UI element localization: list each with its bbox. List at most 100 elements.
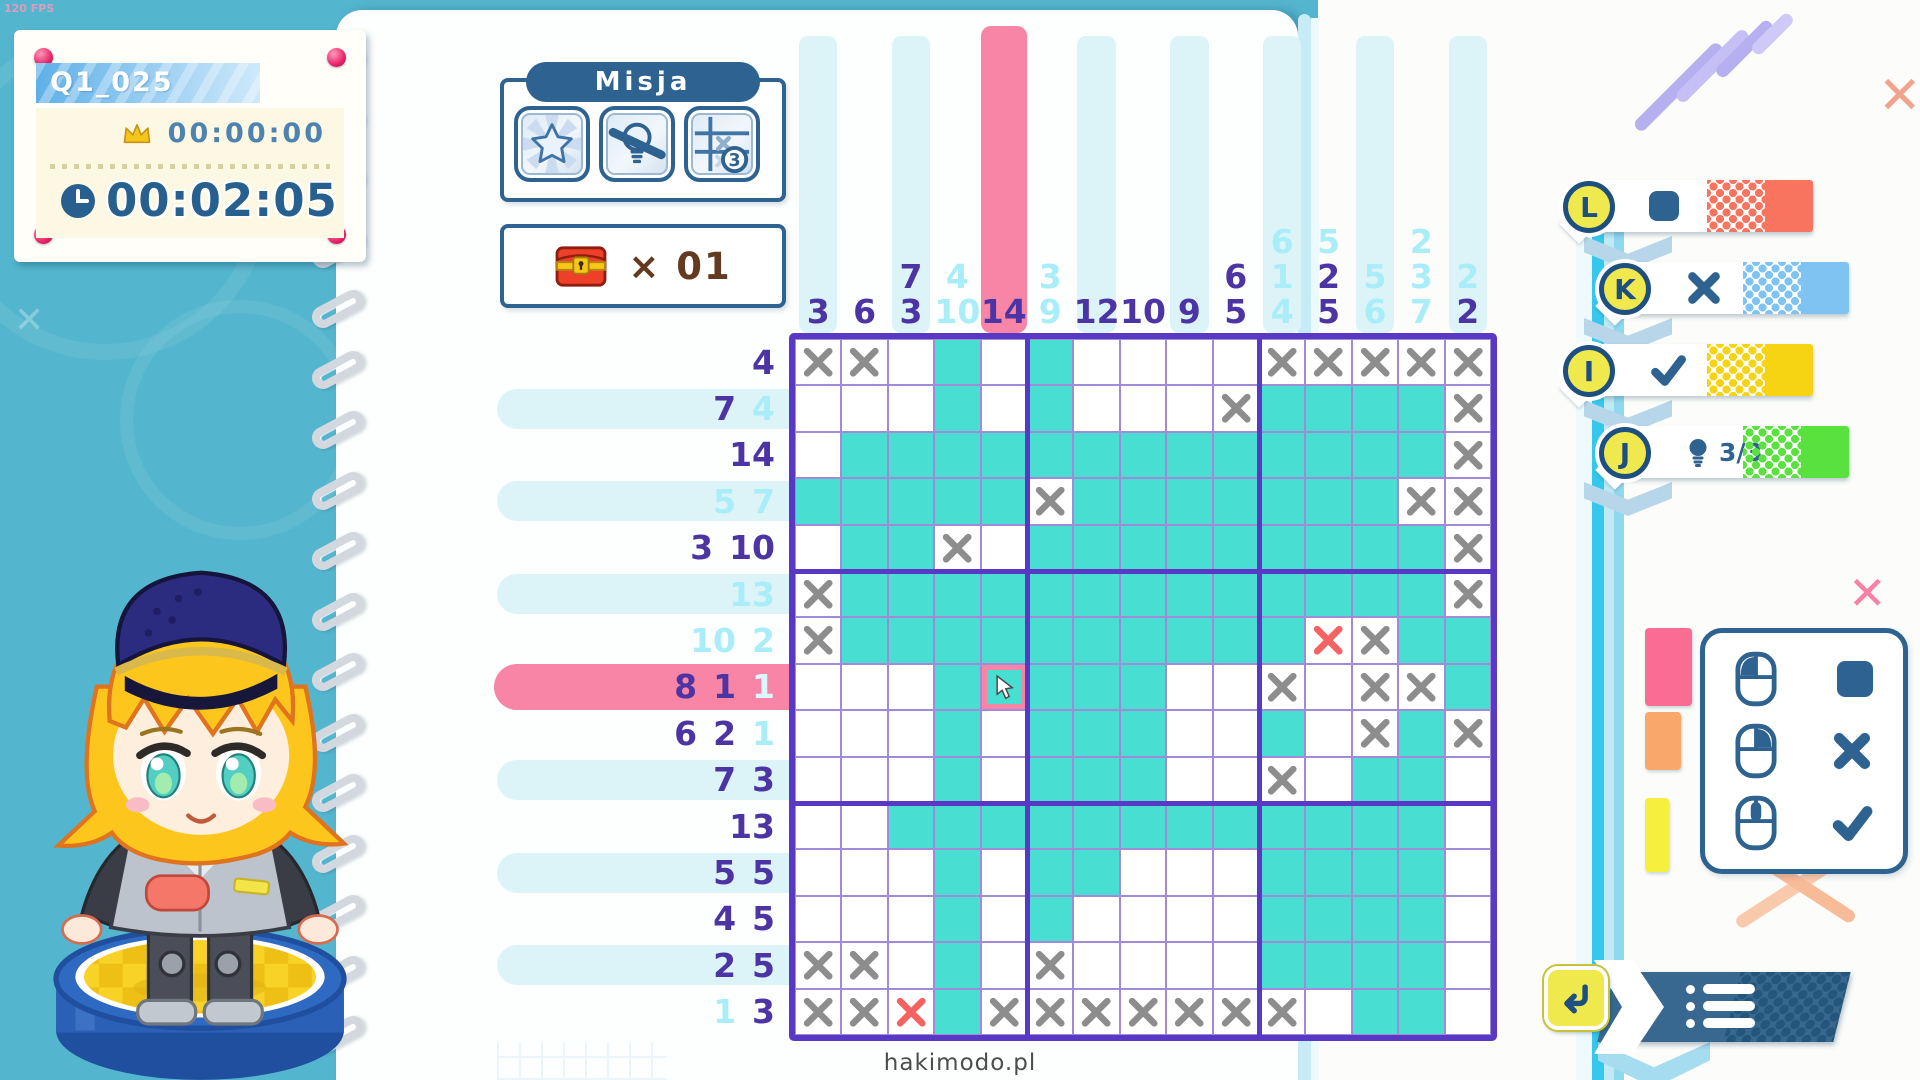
cell-r14-c7[interactable] — [1073, 942, 1120, 989]
cell-r2-c1[interactable] — [795, 385, 842, 432]
cell-r3-c6[interactable] — [1027, 431, 1074, 479]
cell-r6-c2[interactable] — [841, 571, 888, 618]
cell-r12-c5[interactable] — [980, 849, 1027, 896]
cell-r3-c15[interactable] — [1444, 431, 1491, 479]
cell-r1-c3[interactable] — [887, 339, 935, 386]
cell-r3-c3[interactable] — [887, 431, 935, 479]
cell-r1-c5[interactable] — [980, 339, 1027, 386]
return-key-icon[interactable] — [1544, 966, 1608, 1030]
cell-r9-c3[interactable] — [887, 710, 935, 757]
cell-r6-c9[interactable] — [1166, 571, 1213, 618]
cell-r9-c6[interactable] — [1027, 710, 1074, 757]
cell-r9-c15[interactable] — [1444, 710, 1491, 757]
cell-r8-c15[interactable] — [1444, 663, 1491, 711]
cell-r9-c9[interactable] — [1166, 710, 1213, 757]
cell-r15-c15[interactable] — [1444, 988, 1491, 1035]
cell-r3-c4[interactable] — [934, 431, 981, 479]
cell-r12-c12[interactable] — [1305, 849, 1352, 896]
cell-r1-c15[interactable] — [1444, 339, 1491, 386]
cell-r11-c8[interactable] — [1119, 803, 1167, 850]
cell-r4-c7[interactable] — [1073, 478, 1120, 525]
cell-r2-c11[interactable] — [1259, 385, 1306, 432]
cell-r3-c10[interactable] — [1212, 431, 1259, 479]
cell-r13-c8[interactable] — [1119, 895, 1167, 943]
sticky-tab-pink[interactable] — [1645, 628, 1692, 706]
cell-r8-c6[interactable] — [1027, 663, 1074, 711]
cell-r10-c12[interactable] — [1305, 756, 1352, 803]
cell-r2-c10[interactable] — [1212, 385, 1259, 432]
cell-r15-c1[interactable] — [795, 988, 842, 1035]
cell-r11-c3[interactable] — [887, 803, 935, 850]
cell-r11-c6[interactable] — [1027, 803, 1074, 850]
cell-r4-c9[interactable] — [1166, 478, 1213, 525]
cell-r6-c4[interactable] — [934, 571, 981, 618]
cell-r10-c3[interactable] — [887, 756, 935, 803]
cell-r6-c11[interactable] — [1259, 571, 1306, 618]
cell-r15-c3[interactable] — [887, 988, 935, 1035]
cell-r8-c4[interactable] — [934, 663, 981, 711]
cell-r3-c8[interactable] — [1119, 431, 1167, 479]
cell-r9-c12[interactable] — [1305, 710, 1352, 757]
cell-r13-c13[interactable] — [1351, 895, 1399, 943]
cell-r15-c6[interactable] — [1027, 988, 1074, 1035]
cell-r10-c8[interactable] — [1119, 756, 1167, 803]
cell-r5-c8[interactable] — [1119, 524, 1167, 571]
cell-r5-c3[interactable] — [887, 524, 935, 571]
cell-r6-c10[interactable] — [1212, 571, 1259, 618]
cell-r7-c12[interactable] — [1305, 617, 1352, 664]
cell-r14-c2[interactable] — [841, 942, 888, 989]
cell-r5-c2[interactable] — [841, 524, 888, 571]
cell-r8-c3[interactable] — [887, 663, 935, 711]
key-control-k[interactable]: K — [1595, 262, 1849, 326]
cell-r4-c13[interactable] — [1351, 478, 1399, 525]
cell-r6-c6[interactable] — [1027, 571, 1074, 618]
cell-r14-c12[interactable] — [1305, 942, 1352, 989]
cell-r7-c3[interactable] — [887, 617, 935, 664]
cell-r1-c7[interactable] — [1073, 339, 1120, 386]
cell-r8-c7[interactable] — [1073, 663, 1120, 711]
cell-r1-c4[interactable] — [934, 339, 981, 386]
cell-r9-c14[interactable] — [1398, 710, 1445, 757]
cell-r1-c8[interactable] — [1119, 339, 1167, 386]
cell-r7-c15[interactable] — [1444, 617, 1491, 664]
cell-r15-c9[interactable] — [1166, 988, 1213, 1035]
cell-r1-c13[interactable] — [1351, 339, 1399, 386]
cell-r7-c8[interactable] — [1119, 617, 1167, 664]
cell-r8-c9[interactable] — [1166, 663, 1213, 711]
cell-r6-c5[interactable] — [980, 571, 1027, 618]
cell-r5-c6[interactable] — [1027, 524, 1074, 571]
cell-r13-c5[interactable] — [980, 895, 1027, 943]
cell-r5-c15[interactable] — [1444, 524, 1491, 571]
cell-r8-c14[interactable] — [1398, 663, 1445, 711]
cell-r13-c10[interactable] — [1212, 895, 1259, 943]
cell-r14-c13[interactable] — [1351, 942, 1399, 989]
cell-r5-c4[interactable] — [934, 524, 981, 571]
cell-r12-c10[interactable] — [1212, 849, 1259, 896]
cell-r12-c14[interactable] — [1398, 849, 1445, 896]
cell-r6-c3[interactable] — [887, 571, 935, 618]
cell-r8-c13[interactable] — [1351, 663, 1399, 711]
cell-r11-c14[interactable] — [1398, 803, 1445, 850]
cell-r3-c9[interactable] — [1166, 431, 1213, 479]
cell-r4-c14[interactable] — [1398, 478, 1445, 525]
sticky-tab-orange[interactable] — [1645, 712, 1681, 770]
cell-r13-c4[interactable] — [934, 895, 981, 943]
cell-r13-c6[interactable] — [1027, 895, 1074, 943]
cell-r15-c10[interactable] — [1212, 988, 1259, 1035]
cell-r7-c13[interactable] — [1351, 617, 1399, 664]
cell-r10-c1[interactable] — [795, 756, 842, 803]
cell-r2-c12[interactable] — [1305, 385, 1352, 432]
cell-r12-c9[interactable] — [1166, 849, 1213, 896]
key-badge-i[interactable]: I — [1563, 345, 1615, 397]
cell-r12-c13[interactable] — [1351, 849, 1399, 896]
cell-r11-c13[interactable] — [1351, 803, 1399, 850]
cell-r1-c2[interactable] — [841, 339, 888, 386]
cell-r15-c2[interactable] — [841, 988, 888, 1035]
cell-r7-c9[interactable] — [1166, 617, 1213, 664]
cell-r8-c8[interactable] — [1119, 663, 1167, 711]
cell-r10-c10[interactable] — [1212, 756, 1259, 803]
cell-r12-c7[interactable] — [1073, 849, 1120, 896]
cell-r11-c12[interactable] — [1305, 803, 1352, 850]
cell-r14-c6[interactable] — [1027, 942, 1074, 989]
cell-r6-c12[interactable] — [1305, 571, 1352, 618]
